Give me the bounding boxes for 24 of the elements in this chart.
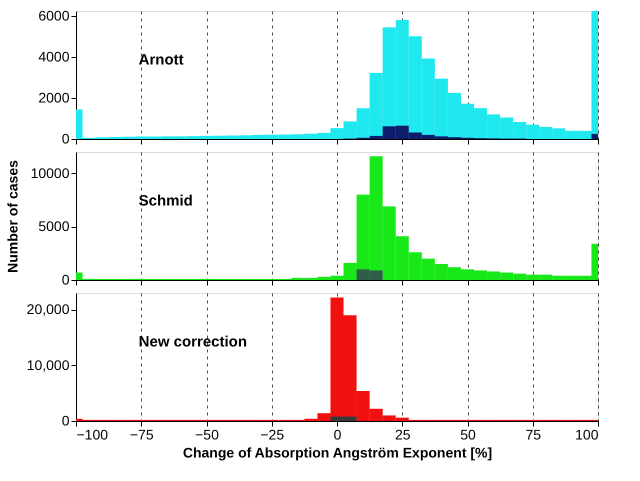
y-tick-label: 6000 xyxy=(38,8,70,24)
y-tick-label: 20,000 xyxy=(26,301,70,318)
annotation: Arnott xyxy=(138,52,184,69)
annotation: New correction xyxy=(138,334,248,351)
x-tick-label: 25 xyxy=(394,426,411,442)
x-tick-label: −50 xyxy=(195,426,220,442)
y-tick-label: 5000 xyxy=(38,218,70,234)
x-tick-label: −25 xyxy=(260,426,284,442)
y-tick-label: 0 xyxy=(62,412,70,428)
x-tick-label: −100 xyxy=(76,426,108,442)
x-tick-label: 50 xyxy=(460,426,476,442)
y-tick-label: 2000 xyxy=(38,90,70,106)
y-tick-label: 0 xyxy=(62,272,70,288)
y-tick-label: 10,000 xyxy=(26,356,70,373)
y-tick-label: 10000 xyxy=(30,164,70,181)
x-axis-title: Change of Absorption Angström Exponent [%] xyxy=(182,444,492,460)
x-tick-label: 75 xyxy=(525,426,542,442)
x-tick-label: −75 xyxy=(130,426,154,442)
y-axis-title: Number of cases xyxy=(4,160,21,273)
x-tick-label: 100 xyxy=(575,426,599,442)
y-tick-label: 0 xyxy=(62,130,70,146)
x-tick-label: 0 xyxy=(334,426,342,442)
annotation: Schmid xyxy=(138,192,193,210)
y-tick-label: 4000 xyxy=(38,48,70,65)
